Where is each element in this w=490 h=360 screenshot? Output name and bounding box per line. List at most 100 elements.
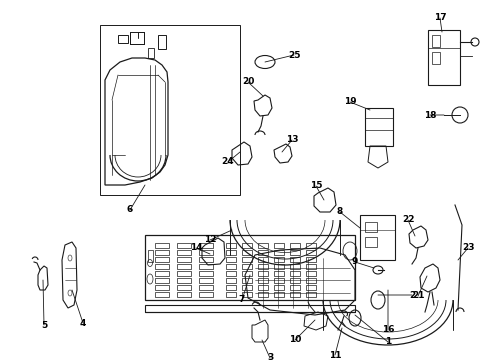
Bar — [177, 243, 191, 248]
Bar — [148, 250, 153, 262]
Bar — [199, 250, 213, 255]
Bar — [274, 271, 284, 276]
Bar — [274, 257, 284, 262]
Bar — [306, 243, 316, 248]
Bar — [158, 35, 166, 49]
Bar — [148, 48, 154, 58]
Bar — [100, 25, 240, 195]
Bar — [306, 250, 316, 255]
Text: 1: 1 — [385, 338, 391, 346]
Bar — [155, 292, 169, 297]
Bar — [177, 285, 191, 290]
Bar — [155, 257, 169, 262]
Text: 14: 14 — [190, 243, 202, 252]
Bar — [274, 285, 284, 290]
Text: 19: 19 — [343, 98, 356, 107]
Text: 17: 17 — [434, 13, 446, 22]
Bar — [226, 250, 236, 255]
Text: 16: 16 — [382, 325, 394, 334]
Bar — [242, 257, 252, 262]
Text: 25: 25 — [288, 50, 300, 59]
Bar — [290, 278, 300, 283]
Bar — [145, 305, 355, 312]
Bar — [242, 292, 252, 297]
Bar — [365, 237, 377, 247]
Bar — [242, 264, 252, 269]
Bar — [177, 257, 191, 262]
Bar — [274, 243, 284, 248]
Bar — [199, 257, 213, 262]
Bar — [177, 264, 191, 269]
Bar — [118, 35, 128, 43]
Bar — [258, 278, 268, 283]
Bar — [274, 278, 284, 283]
Text: 7: 7 — [239, 296, 245, 305]
Bar — [365, 222, 377, 232]
Bar — [199, 271, 213, 276]
Text: 12: 12 — [204, 235, 216, 244]
Bar — [290, 271, 300, 276]
Text: 2: 2 — [409, 291, 415, 300]
Text: 21: 21 — [412, 292, 424, 301]
Bar — [226, 278, 236, 283]
Bar — [274, 292, 284, 297]
Bar — [242, 285, 252, 290]
Text: 11: 11 — [329, 351, 341, 360]
Bar — [177, 292, 191, 297]
Bar — [199, 278, 213, 283]
Bar — [365, 108, 393, 146]
Bar — [155, 278, 169, 283]
Text: 4: 4 — [80, 319, 86, 328]
Bar — [242, 278, 252, 283]
Bar — [242, 250, 252, 255]
Bar — [432, 35, 440, 47]
Bar — [306, 257, 316, 262]
Bar — [226, 264, 236, 269]
Text: 8: 8 — [337, 207, 343, 216]
Bar — [177, 278, 191, 283]
Text: 3: 3 — [267, 354, 273, 360]
Bar — [199, 292, 213, 297]
Bar — [258, 264, 268, 269]
Bar — [290, 250, 300, 255]
Bar — [306, 292, 316, 297]
Text: 5: 5 — [41, 320, 47, 329]
Bar — [274, 264, 284, 269]
Text: 9: 9 — [352, 257, 358, 266]
Text: 18: 18 — [424, 111, 436, 120]
Bar — [199, 285, 213, 290]
Bar — [258, 292, 268, 297]
Text: 10: 10 — [289, 336, 301, 345]
Text: 23: 23 — [462, 243, 474, 252]
Bar — [155, 264, 169, 269]
Text: 22: 22 — [402, 216, 414, 225]
Bar — [242, 243, 252, 248]
Text: 15: 15 — [310, 181, 322, 190]
Bar — [290, 257, 300, 262]
Text: 13: 13 — [286, 135, 298, 144]
Bar — [290, 243, 300, 248]
Bar — [290, 264, 300, 269]
Bar — [306, 271, 316, 276]
Bar — [274, 250, 284, 255]
Bar — [432, 52, 440, 64]
Bar — [428, 30, 460, 85]
Bar — [226, 271, 236, 276]
Bar — [130, 32, 144, 44]
Bar — [199, 243, 213, 248]
Bar — [258, 271, 268, 276]
Bar — [360, 215, 395, 260]
Bar — [290, 285, 300, 290]
Bar — [226, 257, 236, 262]
Bar — [199, 264, 213, 269]
Bar — [155, 285, 169, 290]
Bar — [242, 271, 252, 276]
Bar — [258, 285, 268, 290]
Text: 6: 6 — [127, 206, 133, 215]
Bar — [306, 264, 316, 269]
Bar — [177, 250, 191, 255]
Bar — [177, 271, 191, 276]
Bar — [258, 257, 268, 262]
Bar — [258, 250, 268, 255]
Bar — [226, 243, 236, 248]
